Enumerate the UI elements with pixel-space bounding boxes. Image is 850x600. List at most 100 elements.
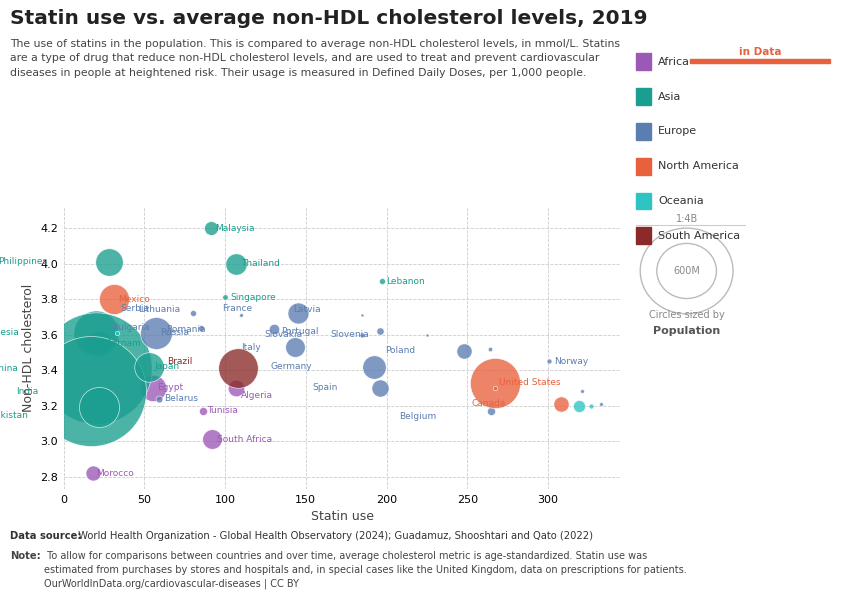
- Text: China: China: [0, 364, 19, 373]
- Text: Poland: Poland: [385, 346, 416, 355]
- Point: [218, 293, 232, 302]
- Text: Africa: Africa: [658, 57, 690, 67]
- Text: Indonesia: Indonesia: [0, 328, 19, 337]
- Text: 600M: 600M: [673, 266, 700, 276]
- Text: Singapore: Singapore: [230, 293, 275, 302]
- Text: Tunisia: Tunisia: [207, 406, 238, 415]
- Text: Oceania: Oceania: [658, 196, 704, 206]
- Text: Slovakia: Slovakia: [264, 330, 303, 339]
- Point: [572, 401, 586, 410]
- Text: Philippines: Philippines: [0, 257, 48, 266]
- Point: [542, 356, 556, 366]
- Point: [110, 328, 124, 338]
- Point: [84, 386, 98, 396]
- Point: [594, 399, 608, 409]
- Text: Our World: Our World: [730, 26, 790, 36]
- Point: [585, 401, 598, 410]
- Point: [149, 328, 162, 338]
- Text: Lithuania: Lithuania: [138, 305, 180, 314]
- Text: Note:: Note:: [10, 551, 41, 561]
- Point: [93, 403, 106, 412]
- Point: [373, 383, 387, 393]
- Text: Malaysia: Malaysia: [215, 224, 255, 233]
- Point: [230, 259, 243, 269]
- Text: United States: United States: [500, 378, 561, 387]
- Text: Serbia: Serbia: [121, 304, 150, 313]
- Point: [291, 308, 304, 318]
- Point: [145, 383, 159, 393]
- Point: [152, 394, 166, 403]
- Text: Morocco: Morocco: [96, 469, 133, 478]
- Point: [488, 378, 502, 388]
- Point: [143, 362, 156, 371]
- Point: [484, 406, 498, 416]
- Text: To allow for comparisons between countries and over time, average cholesterol me: To allow for comparisons between countri…: [44, 551, 687, 589]
- Point: [89, 328, 103, 338]
- Point: [483, 344, 496, 353]
- Text: Mexico: Mexico: [119, 295, 150, 304]
- Point: [206, 434, 219, 444]
- Text: Data source:: Data source:: [10, 531, 82, 541]
- Text: Belgium: Belgium: [400, 412, 437, 421]
- Text: Vietnam: Vietnam: [104, 339, 142, 348]
- Point: [355, 330, 369, 340]
- Text: World Health Organization - Global Health Observatory (2024); Guadamuz, Shooshta: World Health Organization - Global Healt…: [75, 531, 592, 541]
- Text: 1:4B: 1:4B: [676, 214, 698, 224]
- Point: [107, 295, 121, 304]
- Text: Germany: Germany: [270, 362, 312, 371]
- Text: Japan: Japan: [154, 362, 179, 371]
- Text: Russia: Russia: [161, 328, 190, 337]
- Text: Population: Population: [653, 326, 720, 336]
- Point: [230, 383, 243, 393]
- Point: [194, 323, 207, 332]
- Text: Algeria: Algeria: [241, 391, 273, 400]
- Point: [373, 326, 387, 336]
- Text: Canada: Canada: [472, 400, 506, 409]
- Text: North America: North America: [658, 161, 739, 171]
- Text: Bulgaria: Bulgaria: [111, 323, 150, 332]
- Point: [204, 223, 218, 233]
- Point: [93, 339, 106, 349]
- Point: [367, 362, 381, 371]
- Text: Thailand: Thailand: [241, 259, 280, 268]
- Point: [89, 364, 103, 373]
- Text: Portugal: Portugal: [281, 326, 319, 335]
- Point: [235, 310, 248, 320]
- Text: South Africa: South Africa: [217, 435, 272, 444]
- Point: [575, 386, 588, 396]
- Text: France: France: [223, 304, 252, 313]
- Y-axis label: Non-HDL cholesterol: Non-HDL cholesterol: [22, 284, 35, 412]
- Point: [457, 346, 471, 355]
- Text: Europe: Europe: [658, 127, 697, 136]
- Text: Latvia: Latvia: [292, 305, 320, 314]
- Text: Belarus: Belarus: [164, 394, 198, 403]
- Text: Spain: Spain: [313, 383, 338, 392]
- Text: Pakistan: Pakistan: [0, 411, 28, 420]
- Text: Brazil: Brazil: [167, 357, 193, 366]
- Text: South America: South America: [658, 231, 740, 241]
- Point: [102, 257, 116, 267]
- Text: Norway: Norway: [554, 357, 588, 366]
- Point: [554, 399, 568, 409]
- Text: Asia: Asia: [658, 92, 681, 101]
- Point: [420, 330, 434, 340]
- Point: [231, 364, 245, 373]
- Text: Romania: Romania: [167, 325, 206, 334]
- X-axis label: Statin use: Statin use: [310, 510, 374, 523]
- Point: [488, 383, 502, 393]
- Bar: [690, 59, 830, 63]
- Text: Circles sized by: Circles sized by: [649, 310, 724, 320]
- Point: [267, 325, 280, 334]
- Text: India: India: [15, 387, 38, 396]
- Text: Slovenia: Slovenia: [330, 330, 369, 339]
- Point: [375, 277, 388, 286]
- Text: Egypt: Egypt: [157, 383, 184, 392]
- Point: [86, 468, 99, 478]
- Text: Italy: Italy: [241, 343, 261, 352]
- Point: [287, 343, 301, 352]
- Point: [196, 406, 209, 416]
- Text: Lebanon: Lebanon: [387, 277, 425, 286]
- Text: in Data: in Data: [739, 47, 782, 57]
- Point: [186, 308, 200, 318]
- Point: [355, 310, 369, 320]
